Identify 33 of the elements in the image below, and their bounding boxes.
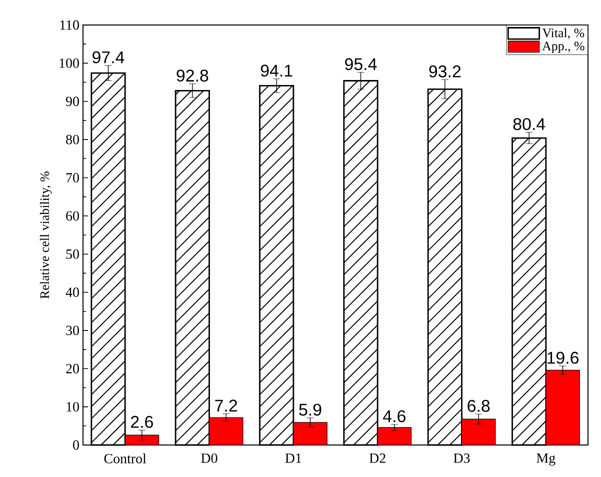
data-label: 7.2 [215,400,237,412]
data-label: 95.4 [345,58,377,70]
y-tick-label: 100 [60,58,79,68]
data-label: 4.6 [383,410,406,422]
y-tick-label: 50 [66,249,79,259]
x-tick-label: D2 [369,454,386,463]
y-tick-label: 110 [60,20,79,30]
data-label: 5.9 [299,404,322,416]
x-tick-label: D3 [454,454,470,463]
x-tick-label: Control [104,454,146,464]
data-label: 93.2 [429,65,461,78]
data-label: 80.4 [513,118,546,130]
y-tick-label: 70 [66,173,79,182]
data-label: 94.1 [260,64,292,77]
data-label: 19.6 [548,352,578,364]
x-tick-label: D1 [285,454,302,463]
y-tick-label: 40 [66,288,79,297]
x-tick-label: Mg [536,454,556,466]
data-label: 2.6 [131,416,153,428]
data-label: 92.8 [176,70,208,82]
y-tick-label: 20 [66,364,79,374]
y-axis-title: Relative cell viability, % [40,171,52,299]
y-tick-label: 80 [66,134,79,144]
y-tick-label: 60 [66,211,79,221]
data-label: 97.4 [92,51,124,64]
y-tick-label: 30 [66,326,79,336]
y-tick-label: 90 [66,96,79,106]
y-tick-label: 0 [73,440,79,450]
data-label: 6.8 [468,400,490,412]
legend-label: Vital, % [542,28,584,40]
x-tick-label: D0 [201,454,218,463]
legend-label: App., % [542,42,584,54]
y-tick-label: 10 [66,402,79,412]
